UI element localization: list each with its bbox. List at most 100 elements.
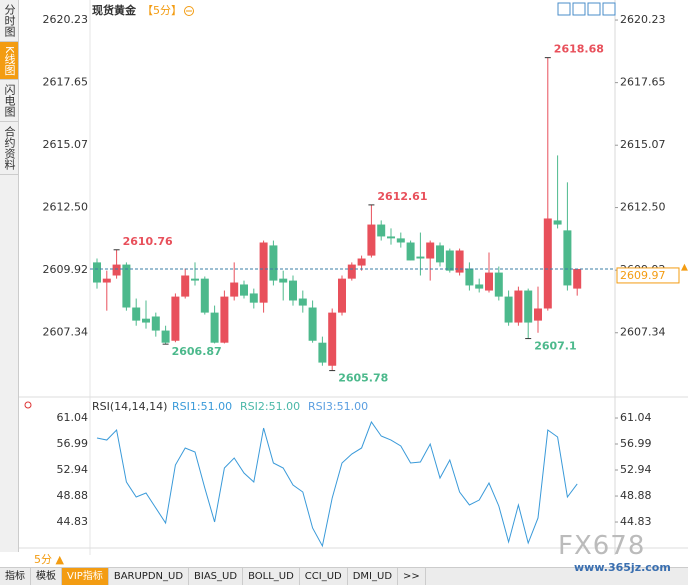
rsi-line — [96, 420, 578, 548]
y-tick-label: 44.83 — [57, 515, 89, 528]
candle-body — [171, 296, 180, 341]
y2-tick-label: 61.04 — [620, 411, 652, 424]
candle-body — [142, 318, 150, 323]
y-tick-label: 48.88 — [57, 489, 89, 502]
side-tab[interactable]: K线图 — [0, 42, 18, 81]
chart-title: 现货黄金 — [92, 3, 137, 17]
footer-tab[interactable]: 指标 — [0, 568, 31, 585]
candle-body — [387, 236, 395, 239]
candle-body — [534, 308, 542, 321]
candle-body — [396, 238, 405, 243]
candle-body — [102, 278, 111, 283]
extreme-label: 2606.87 — [172, 345, 222, 358]
footer-tab[interactable]: BOLL_UD — [243, 568, 300, 585]
y-tick-label: 61.04 — [57, 411, 89, 424]
last-price-label: 2609.97 — [620, 269, 666, 282]
footer-tabs: 指标 模板 VIP指标 BARUPDN_UD BIAS_UD BOLL_UD CCI_UD D… — [0, 567, 688, 585]
y-tick-label: 2607.34 — [43, 326, 89, 339]
y-tick-label: 2620.23 — [43, 13, 89, 26]
watermark-site: www.365jz.com — [574, 561, 671, 574]
candle-body — [132, 307, 141, 321]
candle-body — [573, 268, 582, 289]
y-tick-label: 2609.92 — [43, 263, 89, 276]
candle-body — [230, 282, 239, 297]
y2-tick-label: 2620.23 — [620, 13, 666, 26]
extreme-label: 2612.61 — [377, 190, 427, 203]
sidebar: 分时图 K线图 闪电图 合约资料 — [0, 0, 19, 552]
side-tab[interactable]: 闪电图 — [0, 80, 18, 123]
settings-icon[interactable] — [24, 401, 32, 409]
tool-button[interactable] — [557, 2, 571, 16]
period-selector[interactable]: 5分 ▲ — [34, 553, 64, 566]
candle-body — [514, 290, 523, 323]
candle-body — [455, 250, 464, 273]
candle-body — [475, 284, 484, 289]
tool-button[interactable] — [587, 2, 601, 16]
footer-tab[interactable]: DMI_UD — [348, 568, 399, 585]
candle-body — [122, 264, 131, 308]
footer-tab[interactable]: CCI_UD — [300, 568, 348, 585]
candle-body — [200, 278, 209, 313]
candle-body — [151, 316, 160, 331]
footer-tab[interactable]: 模板 — [31, 568, 62, 585]
candle-body — [426, 242, 435, 259]
candle-body — [406, 242, 415, 261]
candle-body — [553, 220, 562, 225]
y-tick-label: 2617.65 — [43, 76, 89, 89]
candle-body — [465, 268, 474, 286]
candle-body — [445, 250, 454, 271]
zoom-icon[interactable] — [184, 6, 194, 16]
candle-body — [436, 245, 444, 263]
candle-body — [504, 296, 513, 323]
watermark-brand: FX678 — [558, 531, 646, 561]
legend-entry: RSI3:51.00 — [308, 400, 368, 413]
side-tab[interactable]: 分时图 — [0, 0, 18, 42]
legend-entry: RSI1:51.00 — [172, 400, 232, 413]
side-tab[interactable]: 合约资料 — [0, 122, 18, 176]
y2-tick-label: 2612.50 — [620, 201, 666, 214]
y2-tick-label: 2617.65 — [620, 76, 666, 89]
candle-body — [210, 312, 219, 343]
y-tick-label: 2615.07 — [43, 138, 89, 151]
y2-tick-label: 48.88 — [620, 489, 652, 502]
y-tick-label: 52.94 — [57, 463, 89, 476]
candle-body — [259, 242, 268, 303]
extreme-label: 2605.78 — [338, 372, 388, 385]
footer-tab[interactable]: VIP指标 — [62, 568, 109, 585]
candle-body — [220, 296, 229, 343]
footer-tab[interactable]: >> — [398, 568, 426, 585]
y2-tick-label: 52.94 — [620, 463, 652, 476]
candle-body — [308, 307, 317, 341]
candle-body — [318, 342, 327, 363]
candle-body — [543, 218, 552, 309]
y2-tick-label: 56.99 — [620, 437, 652, 450]
candle-body — [524, 290, 533, 323]
candle-body — [563, 230, 572, 286]
tool-button[interactable] — [572, 2, 586, 16]
tool-button[interactable] — [602, 2, 616, 16]
candle-body — [249, 293, 258, 303]
extreme-label: 2610.76 — [123, 235, 173, 248]
candle-body — [181, 275, 190, 297]
candle-body — [494, 272, 503, 297]
y-tick-label: 56.99 — [57, 437, 89, 450]
candle-body — [112, 264, 121, 276]
candle-body — [367, 224, 376, 256]
candle-body — [347, 264, 356, 279]
y-tick-label: 2612.50 — [43, 201, 89, 214]
footer-tab[interactable]: BIAS_UD — [189, 568, 244, 585]
candle-body — [338, 278, 346, 313]
legend-entry: RSI2:51.00 — [240, 400, 300, 413]
extreme-label: 2607.1 — [534, 340, 576, 353]
candle-body — [240, 284, 248, 296]
candle-body — [328, 312, 337, 366]
extreme-label: 2618.68 — [554, 43, 604, 56]
indicator-title: RSI(14,14,14) — [92, 400, 167, 413]
last-price-arrow: ▲ — [681, 262, 688, 272]
candle-body — [377, 224, 386, 237]
footer-tab[interactable]: BARUPDN_UD — [109, 568, 190, 585]
candle-body — [161, 330, 170, 343]
candle-body — [269, 245, 278, 281]
